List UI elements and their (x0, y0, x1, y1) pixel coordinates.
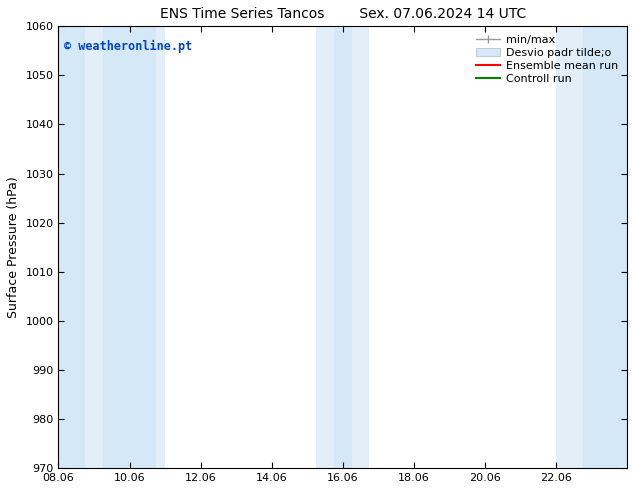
Bar (556, 26, 583, 468)
Bar (334, 26, 352, 468)
Text: © weatheronline.pt: © weatheronline.pt (64, 40, 193, 52)
Title: ENS Time Series Tancos        Sex. 07.06.2024 14 UTC: ENS Time Series Tancos Sex. 07.06.2024 1… (160, 7, 526, 21)
Y-axis label: Surface Pressure (hPa): Surface Pressure (hPa) (7, 176, 20, 318)
Bar (316, 26, 334, 468)
Bar (156, 26, 165, 468)
Bar (85, 26, 103, 468)
Legend: min/max, Desvio padr tilde;o, Ensemble mean run, Controll run: min/max, Desvio padr tilde;o, Ensemble m… (472, 32, 621, 87)
Bar (58, 26, 85, 468)
Bar (352, 26, 370, 468)
Bar (583, 26, 627, 468)
Bar (103, 26, 156, 468)
